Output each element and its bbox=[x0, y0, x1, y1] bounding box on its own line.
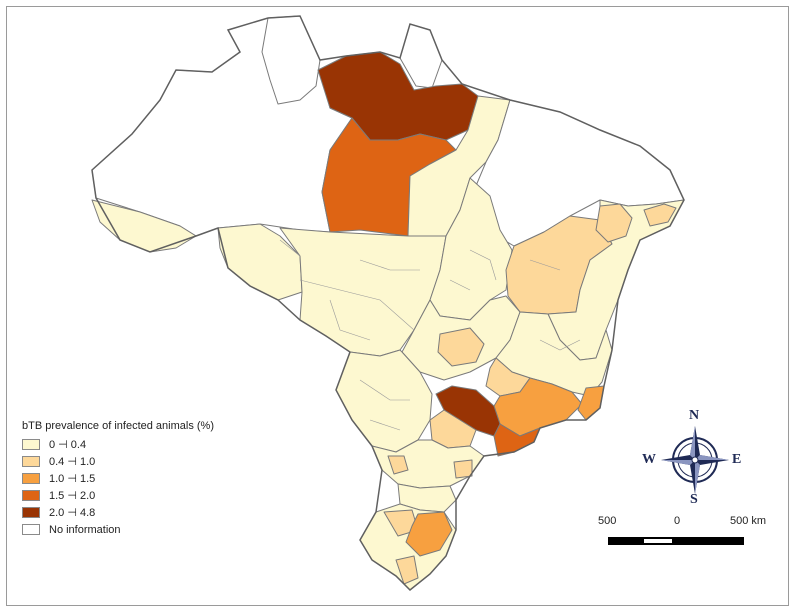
region-rn-patch bbox=[643, 203, 677, 227]
scale-label-left: 500 bbox=[598, 515, 617, 527]
region-rs-patch-3 bbox=[395, 555, 419, 585]
compass-east: E bbox=[732, 452, 742, 467]
internal-border-2 bbox=[329, 259, 420, 341]
legend-title: bTB prevalence of infected animals (%) bbox=[22, 420, 214, 432]
legend-item-4: 2.0 ⊣ 4.8 bbox=[22, 504, 232, 521]
legend-swatch-4 bbox=[22, 507, 40, 518]
compass-rose: N S E W bbox=[640, 408, 750, 510]
legend: bTB prevalence of infected animals (%) 0… bbox=[22, 420, 232, 538]
legend-label-4: 2.0 ⊣ 4.8 bbox=[49, 507, 96, 519]
internal-border-4 bbox=[359, 379, 410, 431]
region-acre bbox=[91, 199, 197, 253]
legend-item-2: 1.0 ⊣ 1.5 bbox=[22, 470, 232, 487]
internal-border-5 bbox=[529, 259, 581, 351]
legend-label-0: 0 ⊣ 0.4 bbox=[49, 439, 87, 451]
scale-bar-graphic bbox=[608, 537, 744, 545]
compass-north: N bbox=[689, 408, 700, 423]
legend-swatch-2 bbox=[22, 473, 40, 484]
legend-label-2: 1.0 ⊣ 1.5 bbox=[49, 473, 96, 485]
legend-label-1: 0.4 ⊣ 1.0 bbox=[49, 456, 96, 468]
internal-border-3 bbox=[449, 249, 497, 291]
region-parana-patch-1 bbox=[387, 455, 409, 475]
scale-bar: 500 0 500 km bbox=[590, 515, 770, 555]
internal-border-1 bbox=[279, 239, 415, 331]
region-parana-patch-2 bbox=[453, 459, 473, 479]
legend-item-3: 1.5 ⊣ 2.0 bbox=[22, 487, 232, 504]
legend-swatch-1 bbox=[22, 456, 40, 467]
region-pernambuco-patch bbox=[595, 203, 633, 243]
compass-star-icon bbox=[661, 426, 729, 494]
compass-west: W bbox=[642, 452, 656, 467]
scale-label-right: 500 km bbox=[730, 515, 767, 527]
legend-item-1: 0.4 ⊣ 1.0 bbox=[22, 453, 232, 470]
legend-swatch-0 bbox=[22, 439, 40, 450]
scale-label-mid: 0 bbox=[674, 515, 681, 527]
compass-south: S bbox=[690, 492, 698, 507]
country-outline bbox=[91, 15, 685, 592]
legend-swatch-3 bbox=[22, 490, 40, 501]
region-rondonia bbox=[217, 223, 303, 301]
legend-swatch-5 bbox=[22, 524, 40, 535]
legend-label-5: No information bbox=[49, 523, 121, 536]
region-rs-patch-2 bbox=[405, 511, 453, 557]
legend-label-3: 1.5 ⊣ 2.0 bbox=[49, 490, 96, 502]
legend-item-0: 0 ⊣ 0.4 bbox=[22, 436, 232, 453]
region-goias-patch bbox=[437, 327, 485, 367]
legend-item-5: No information bbox=[22, 521, 232, 538]
